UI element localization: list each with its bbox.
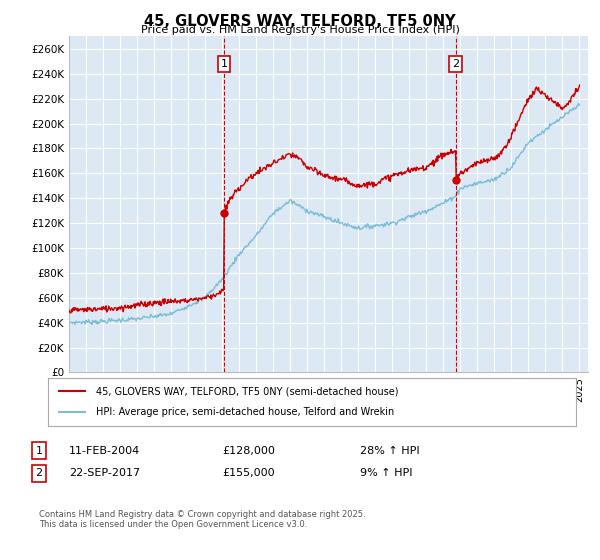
- Text: 2: 2: [35, 468, 43, 478]
- Text: HPI: Average price, semi-detached house, Telford and Wrekin: HPI: Average price, semi-detached house,…: [95, 407, 394, 417]
- Text: 45, GLOVERS WAY, TELFORD, TF5 0NY: 45, GLOVERS WAY, TELFORD, TF5 0NY: [144, 14, 456, 29]
- Text: £128,000: £128,000: [222, 446, 275, 456]
- Text: 45, GLOVERS WAY, TELFORD, TF5 0NY (semi-detached house): 45, GLOVERS WAY, TELFORD, TF5 0NY (semi-…: [95, 386, 398, 396]
- Text: 1: 1: [35, 446, 43, 456]
- Text: 1: 1: [220, 59, 227, 69]
- Text: Price paid vs. HM Land Registry's House Price Index (HPI): Price paid vs. HM Land Registry's House …: [140, 25, 460, 35]
- Text: Contains HM Land Registry data © Crown copyright and database right 2025.
This d: Contains HM Land Registry data © Crown c…: [39, 510, 365, 529]
- Text: 2: 2: [452, 59, 459, 69]
- Text: 11-FEB-2004: 11-FEB-2004: [69, 446, 140, 456]
- Text: £155,000: £155,000: [222, 468, 275, 478]
- Text: 28% ↑ HPI: 28% ↑ HPI: [360, 446, 419, 456]
- Text: 9% ↑ HPI: 9% ↑ HPI: [360, 468, 413, 478]
- Text: 22-SEP-2017: 22-SEP-2017: [69, 468, 140, 478]
